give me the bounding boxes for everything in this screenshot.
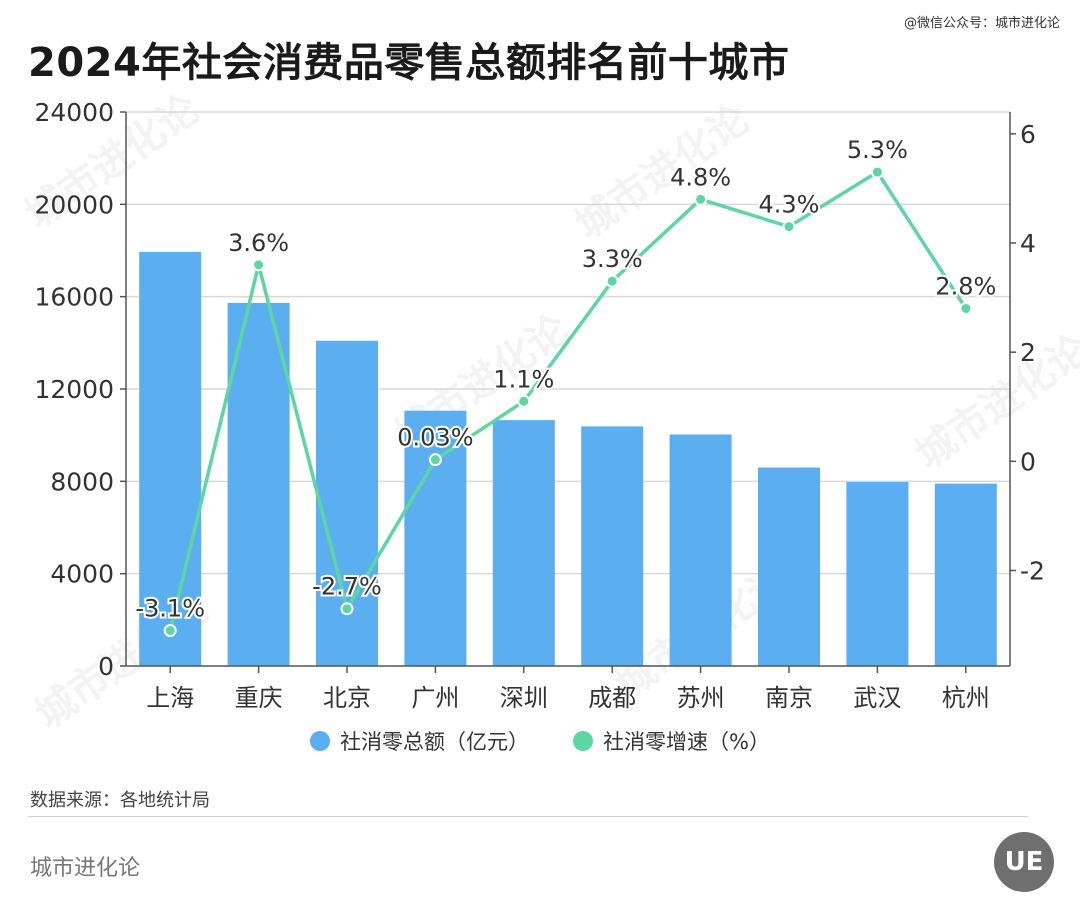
legend-item-bar[interactable]: 社消零总额（亿元） — [310, 726, 529, 756]
growth-line — [168, 170, 968, 631]
right-axis-tick-label: -2 — [1020, 556, 1045, 585]
line-data-label: 3.6% — [228, 229, 289, 257]
left-axis-tick-label: 24000 — [34, 98, 114, 127]
left-axis-tick-label: 4000 — [50, 560, 114, 589]
bar — [316, 340, 378, 666]
bar — [581, 426, 644, 666]
line-point — [782, 220, 796, 234]
brand-logo: UE — [994, 832, 1054, 892]
footer-divider — [28, 816, 1028, 817]
line-data-label: 4.3% — [759, 191, 820, 219]
line-point — [340, 602, 354, 616]
x-axis-tick-label: 广州 — [411, 684, 459, 712]
chart-title: 2024年社会消费品零售总额排名前十城市 — [28, 40, 790, 86]
line-data-label: 1.1% — [493, 365, 554, 393]
bar — [846, 482, 909, 666]
legend-line-swatch — [573, 731, 594, 751]
right-axis-tick-label: 6 — [1020, 120, 1036, 149]
line-data-label: 4.8% — [670, 163, 731, 191]
legend-item-line[interactable]: 社消零增速（%） — [573, 726, 770, 756]
line-data-label: 0.03% — [397, 424, 473, 452]
bar — [934, 483, 997, 666]
x-axis-tick-label: 武汉 — [853, 684, 901, 712]
line-point — [870, 165, 884, 179]
chart-legend: 社消零总额（亿元） 社消零增速（%） — [0, 726, 1080, 756]
line-data-label: 2.8% — [935, 272, 996, 300]
line-point — [517, 394, 531, 408]
x-axis-tick-label: 成都 — [588, 684, 636, 712]
right-axis-tick-label: 0 — [1020, 447, 1036, 476]
x-axis-tick-label: 杭州 — [942, 684, 990, 712]
x-axis-tick-label: 南京 — [765, 684, 813, 712]
x-axis-tick-label: 上海 — [146, 684, 194, 712]
line-point — [605, 274, 619, 288]
right-axis-tick-label: 4 — [1020, 229, 1036, 258]
x-axis-tick-label: 深圳 — [500, 684, 548, 712]
line-point — [694, 192, 708, 206]
left-axis-tick-label: 12000 — [34, 375, 114, 404]
legend-bar-label: 社消零总额（亿元） — [340, 730, 530, 754]
left-axis-tick-label: 16000 — [34, 283, 114, 312]
left-axis-tick-label: 8000 — [50, 467, 114, 496]
combo-chart: 0 4000 8000 12000 16000 20000 24000 -2 0 2 4 6 上海 重庆 北… — [34, 98, 1045, 712]
legend-line-label: 社消零增速（%） — [603, 730, 770, 754]
line-point — [252, 258, 266, 272]
bar — [669, 434, 732, 666]
bar — [139, 251, 202, 666]
line-data-label: -2.7% — [312, 573, 382, 601]
x-axis-tick-label: 苏州 — [677, 684, 725, 712]
line-data-label: -3.1% — [135, 595, 205, 623]
left-axis-tick-label: 0 — [98, 652, 114, 681]
legend-bar-swatch — [310, 731, 331, 751]
line-data-label: 5.3% — [847, 136, 908, 164]
x-axis-tick-label: 北京 — [323, 684, 371, 712]
line-data-label: 3.3% — [582, 245, 643, 273]
right-axis-tick-label: 2 — [1020, 338, 1036, 367]
bar — [492, 420, 555, 666]
line-point — [959, 301, 973, 315]
bar — [227, 302, 290, 666]
line-point — [163, 624, 177, 638]
left-axis-tick-label: 20000 — [34, 190, 114, 219]
data-source: 数据来源：各地统计局 — [30, 790, 210, 811]
footer-brand: 城市进化论 — [30, 856, 141, 881]
line-point — [428, 453, 442, 467]
bar — [758, 467, 820, 666]
x-axis-tick-label: 重庆 — [235, 684, 283, 712]
wechat-watermark: @微信公众号：城市进化论 — [903, 16, 1060, 31]
